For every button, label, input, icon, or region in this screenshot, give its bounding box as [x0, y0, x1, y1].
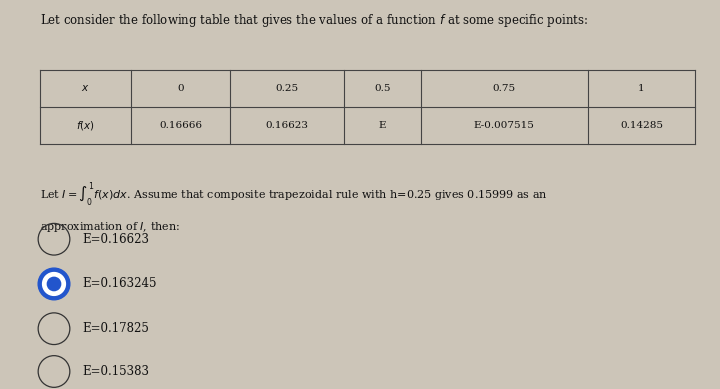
Text: 0.16623: 0.16623: [266, 121, 309, 130]
Text: 0: 0: [177, 84, 184, 93]
Ellipse shape: [42, 273, 66, 295]
Text: $x$: $x$: [81, 84, 89, 93]
Text: Let consider the following table that gives the values of a function $f$ at some: Let consider the following table that gi…: [40, 12, 588, 29]
Text: Let $I = \int_0^1 f(x)dx$. Assume that composite trapezoidal rule with h=0.25 gi: Let $I = \int_0^1 f(x)dx$. Assume that c…: [40, 181, 547, 209]
Text: 0.75: 0.75: [492, 84, 516, 93]
Text: E=0.15383: E=0.15383: [83, 365, 150, 378]
Text: $f(x)$: $f(x)$: [76, 119, 95, 132]
Text: E=0.17825: E=0.17825: [83, 322, 150, 335]
Text: 0.5: 0.5: [374, 84, 391, 93]
Text: E=0.16623: E=0.16623: [83, 233, 150, 246]
Text: 0.16666: 0.16666: [159, 121, 202, 130]
Text: E-0.007515: E-0.007515: [474, 121, 535, 130]
Ellipse shape: [38, 268, 70, 300]
Ellipse shape: [48, 277, 60, 291]
Text: 1: 1: [638, 84, 645, 93]
Text: 0.25: 0.25: [276, 84, 299, 93]
Text: approximation of $I$, then:: approximation of $I$, then:: [40, 220, 180, 234]
Text: E: E: [379, 121, 386, 130]
Text: E=0.163245: E=0.163245: [83, 277, 157, 291]
Text: 0.14285: 0.14285: [620, 121, 663, 130]
